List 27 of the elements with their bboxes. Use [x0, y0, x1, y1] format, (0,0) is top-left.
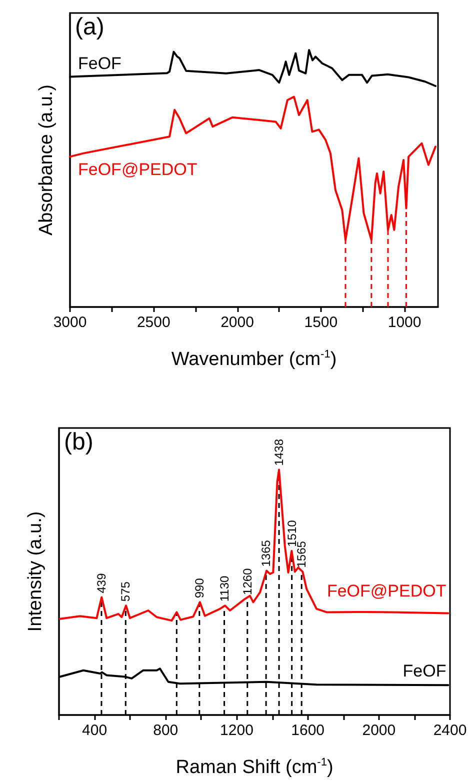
- x-tick-label: 2400: [433, 722, 467, 739]
- x-tick-label: 1600: [291, 722, 325, 739]
- series-label: FeOF: [402, 662, 446, 681]
- x-tick-label: 3000: [53, 314, 87, 331]
- ref-line-label: 575: [118, 581, 133, 602]
- x-tick-label: 2000: [362, 722, 396, 739]
- ref-line-label: 439: [94, 572, 108, 594]
- x-tick-label: 2000: [220, 314, 254, 331]
- ref-line-label: 1365: [259, 540, 274, 567]
- series-label: FeOF@PEDOT: [78, 160, 198, 180]
- ref-line-label: 1130: [217, 575, 232, 602]
- x-tick-label: 1000: [388, 314, 422, 331]
- x-tick-label: 2500: [136, 314, 170, 331]
- ref-line-label: 1565: [294, 540, 309, 568]
- x-tick-label: 800: [153, 722, 178, 739]
- chart-title: (a): [75, 14, 104, 40]
- chart-title: (b): [64, 428, 94, 456]
- series-label: FeOF: [78, 54, 122, 74]
- x-tick-label: 1500: [304, 314, 338, 331]
- y-axis-title: Absorbance (a.u.): [36, 84, 57, 236]
- series-label: FeOF@PEDOT: [326, 582, 446, 601]
- ref-line-label: 1260: [240, 568, 254, 595]
- ref-line-label: 1438: [272, 438, 286, 466]
- x-tick-label: 1200: [220, 722, 254, 739]
- ref-line-label: 990: [192, 578, 206, 598]
- y-axis-title: Intensity (a.u.): [25, 511, 46, 632]
- x-tick-label: 400: [82, 722, 108, 739]
